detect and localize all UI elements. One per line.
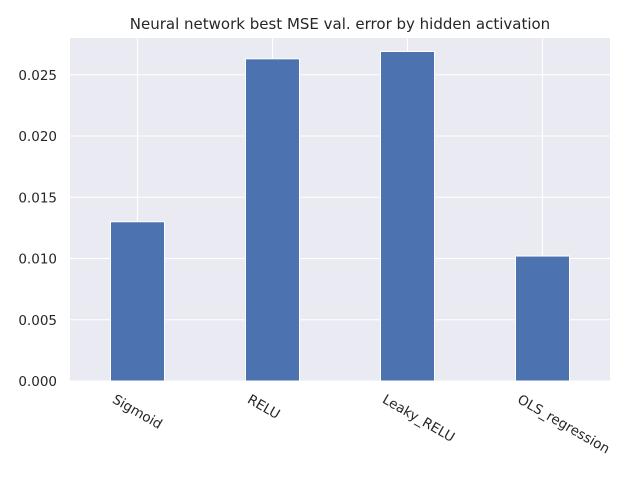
x-axis-ticks: Sigmoid RELU Leaky_RELU OLS_regression [110, 392, 613, 458]
chart-title: Neural network best MSE val. error by hi… [130, 15, 550, 33]
bar-sigmoid [110, 221, 165, 382]
y-tick-label: 0.025 [18, 68, 57, 84]
x-tick-label: OLS_regression [515, 392, 613, 458]
y-tick-label: 0.010 [18, 252, 57, 268]
bar-leaky-relu [380, 50, 435, 382]
y-axis-ticks: 0.000 0.005 0.010 0.015 0.020 0.025 [18, 68, 57, 390]
x-tick-label: Sigmoid [110, 392, 165, 433]
bar-ols-regression [515, 255, 570, 382]
y-tick-label: 0.020 [18, 129, 57, 145]
x-tick-label: RELU [245, 392, 283, 423]
x-tick-label: Leaky_RELU [380, 392, 458, 446]
bars [110, 50, 570, 382]
y-tick-label: 0.015 [18, 190, 57, 206]
y-tick-label: 0.005 [18, 313, 57, 329]
y-tick-label: 0.000 [18, 374, 57, 390]
bar-relu [245, 58, 300, 382]
